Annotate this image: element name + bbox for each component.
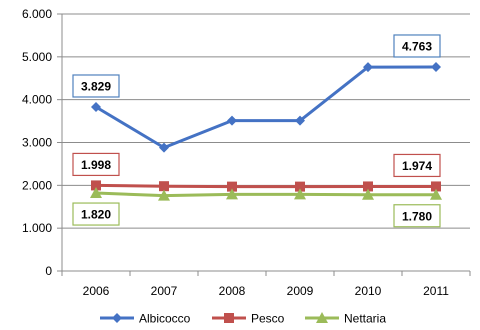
point-nettaria (362, 188, 374, 200)
data-label: 1.998 (72, 152, 120, 177)
legend-item-pesco: Pesco (212, 312, 285, 326)
data-label-text: 1.780 (402, 209, 432, 223)
legend-item-nettaria: Nettaria (305, 312, 386, 326)
x-tick-labels: 2006 2007 2008 2009 2010 2011 (83, 284, 450, 298)
point-pesco (227, 181, 237, 192)
point-pesco (159, 181, 169, 192)
point-albicocco (363, 62, 373, 73)
y-tick-label: 4.000 (22, 93, 52, 107)
data-label-box (72, 74, 120, 98)
x-tick-label: 2008 (219, 284, 246, 298)
data-label: 1.820 (72, 202, 120, 226)
data-label: 3.829 (72, 74, 120, 98)
legend-label-albicocco: Albicocco (139, 312, 191, 326)
data-label-text: 1.974 (402, 159, 432, 173)
series-lines (90, 61, 442, 201)
data-label-box (72, 202, 120, 226)
data-label-text: 1.998 (81, 158, 111, 172)
point-nettaria (294, 188, 306, 200)
y-tick-label: 0 (45, 264, 52, 278)
series-albicocco (91, 61, 441, 153)
series-nettaria (90, 187, 442, 201)
y-tick-label: 3.000 (22, 136, 52, 150)
y-tick-label: 1.000 (22, 221, 52, 235)
point-pesco (91, 180, 101, 191)
point-pesco (431, 181, 441, 192)
series-line-pesco (95, 183, 436, 189)
data-label-text: 4.763 (402, 39, 432, 53)
x-tick-label: 2011 (423, 284, 449, 298)
point-albicocco (227, 115, 237, 126)
data-label-box (393, 34, 441, 58)
point-pesco (295, 181, 305, 192)
x-tick-label: 2009 (287, 284, 314, 298)
axes (57, 13, 471, 276)
series-pesco (91, 180, 441, 192)
point-nettaria (430, 188, 442, 200)
y-tick-label: 6.000 (22, 7, 52, 21)
x-tick-label: 2010 (355, 284, 382, 298)
point-nettaria (158, 189, 170, 201)
point-nettaria (90, 187, 102, 199)
legend-label-pesco: Pesco (251, 312, 285, 326)
legend-marker-pesco (224, 313, 234, 323)
point-nettaria (226, 188, 238, 200)
data-label-text: 1.820 (81, 208, 111, 222)
x-tick-label: 2007 (151, 284, 178, 298)
series-line-albicocco (95, 65, 437, 150)
y-tick-labels: 0 1.000 2.000 3.000 4.000 5.000 6.000 (22, 7, 52, 278)
data-label-box (72, 152, 120, 177)
point-albicocco (295, 115, 305, 126)
data-label-box (393, 153, 441, 178)
data-label-box (393, 204, 441, 228)
data-label: 4.763 (393, 34, 441, 58)
point-pesco (363, 181, 373, 192)
point-albicocco (431, 61, 441, 72)
data-labels: 3.829 4.763 1.998 1.974 1.820 1.780 (72, 34, 441, 228)
y-tick-label: 2.000 (22, 178, 52, 192)
series-line-nettaria (95, 191, 436, 198)
data-label-text: 3.829 (81, 79, 111, 93)
legend-marker-nettaria (316, 312, 328, 323)
legend: Albicocco Pesco Nettaria (100, 312, 386, 326)
data-label: 1.780 (393, 204, 441, 228)
data-label: 1.974 (393, 153, 441, 178)
point-albicocco (91, 101, 101, 112)
point-albicocco (159, 142, 169, 153)
legend-item-albicocco: Albicocco (100, 312, 191, 326)
x-tick-label: 2006 (83, 284, 110, 298)
legend-marker-albicocco (112, 313, 122, 323)
y-tick-label: 5.000 (22, 50, 52, 64)
legend-label-nettaria: Nettaria (344, 312, 386, 326)
